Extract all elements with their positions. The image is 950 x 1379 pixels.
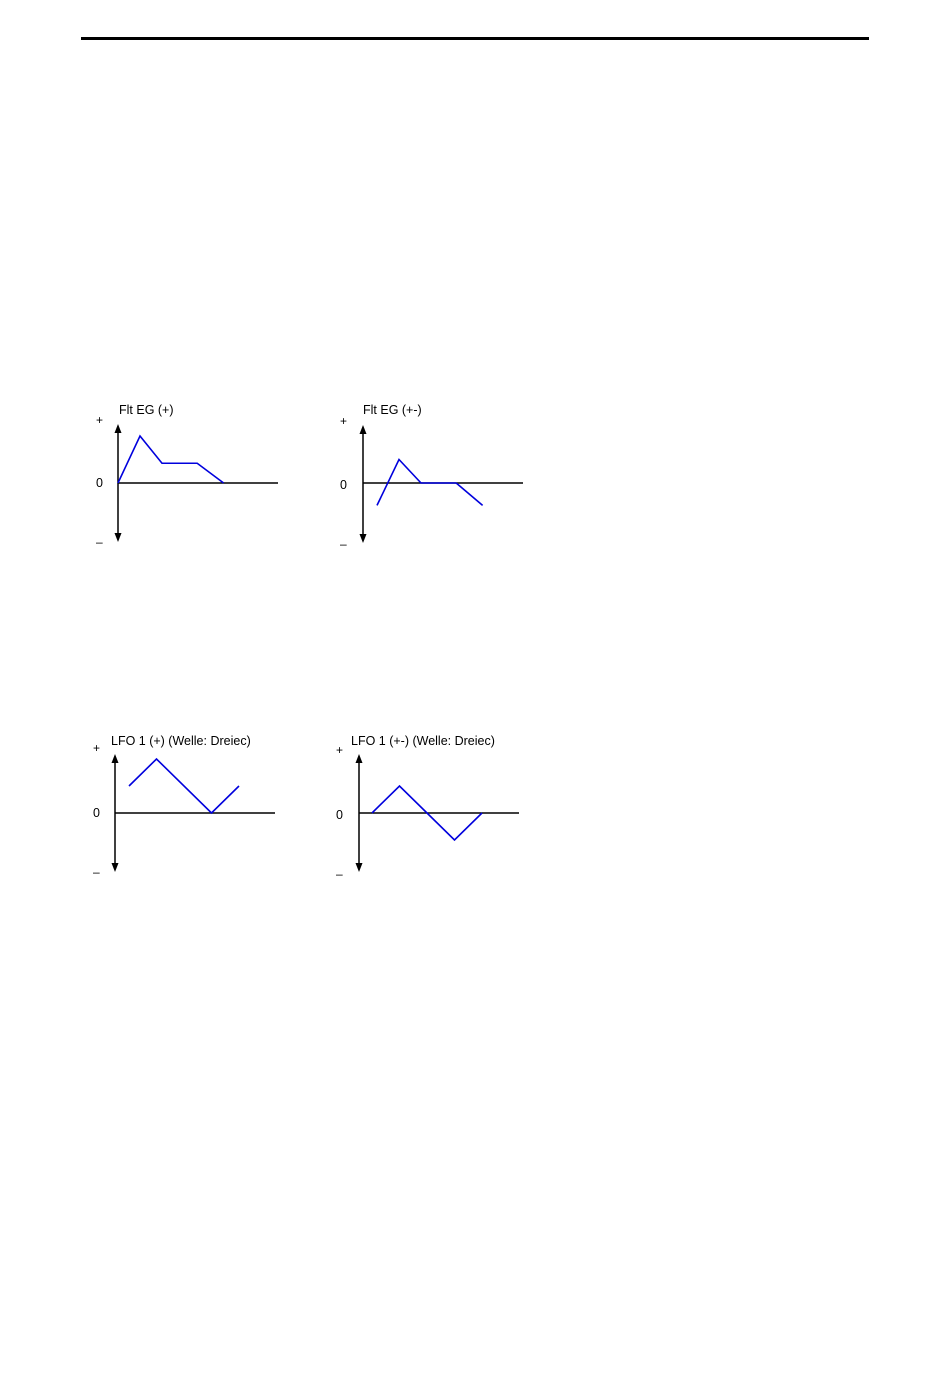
lfo1-plus-diagram: LFO 1 (+) (Welle: Dreiec) + 0 – bbox=[88, 730, 298, 880]
waveform-line bbox=[376, 458, 457, 506]
diagram-title: Flt EG (+-) bbox=[363, 403, 422, 417]
top-rule bbox=[81, 37, 869, 40]
waveform-line bbox=[455, 482, 484, 507]
y-axis-arrow-up bbox=[111, 754, 119, 763]
minus-label: – bbox=[336, 867, 343, 881]
y-axis-arrow-up bbox=[114, 424, 122, 433]
minus-label: – bbox=[340, 537, 347, 551]
y-axis-arrow-down bbox=[355, 863, 363, 872]
flt-eg-plusminus-diagram: Flt EG (+-) + 0 – bbox=[334, 400, 544, 551]
flt-eg-plusminus-plot bbox=[359, 425, 523, 543]
zero-label: 0 bbox=[93, 806, 100, 820]
minus-label: – bbox=[96, 535, 103, 549]
zero-label: 0 bbox=[96, 476, 103, 490]
lfo1-plusminus-plot bbox=[355, 754, 519, 872]
y-axis-arrow-up bbox=[355, 754, 363, 763]
y-axis-arrow-down bbox=[359, 534, 367, 543]
lfo1-plusminus-diagram: LFO 1 (+-) (Welle: Dreiec) + 0 – bbox=[330, 730, 540, 881]
waveform-line bbox=[128, 757, 240, 815]
lfo1-plus-plot bbox=[111, 754, 275, 872]
diagram-title: LFO 1 (+-) (Welle: Dreiec) bbox=[351, 734, 495, 748]
plus-label: + bbox=[336, 743, 344, 757]
zero-label: 0 bbox=[336, 808, 343, 822]
plus-label: + bbox=[96, 413, 104, 427]
flt-eg-plus-diagram: Flt EG (+) + 0 – bbox=[90, 400, 300, 550]
waveform-line bbox=[371, 784, 483, 842]
y-axis-arrow-down bbox=[114, 533, 122, 542]
waveform-line bbox=[117, 434, 225, 484]
minus-label: – bbox=[93, 865, 100, 879]
plus-label: + bbox=[93, 741, 101, 755]
diagram-title: Flt EG (+) bbox=[119, 403, 174, 417]
y-axis-arrow-up bbox=[359, 425, 367, 434]
plus-label: + bbox=[340, 414, 348, 428]
diagram-title: LFO 1 (+) (Welle: Dreiec) bbox=[111, 734, 251, 748]
y-axis-arrow-down bbox=[111, 863, 119, 872]
flt-eg-plus-plot bbox=[114, 424, 278, 542]
zero-label: 0 bbox=[340, 478, 347, 492]
